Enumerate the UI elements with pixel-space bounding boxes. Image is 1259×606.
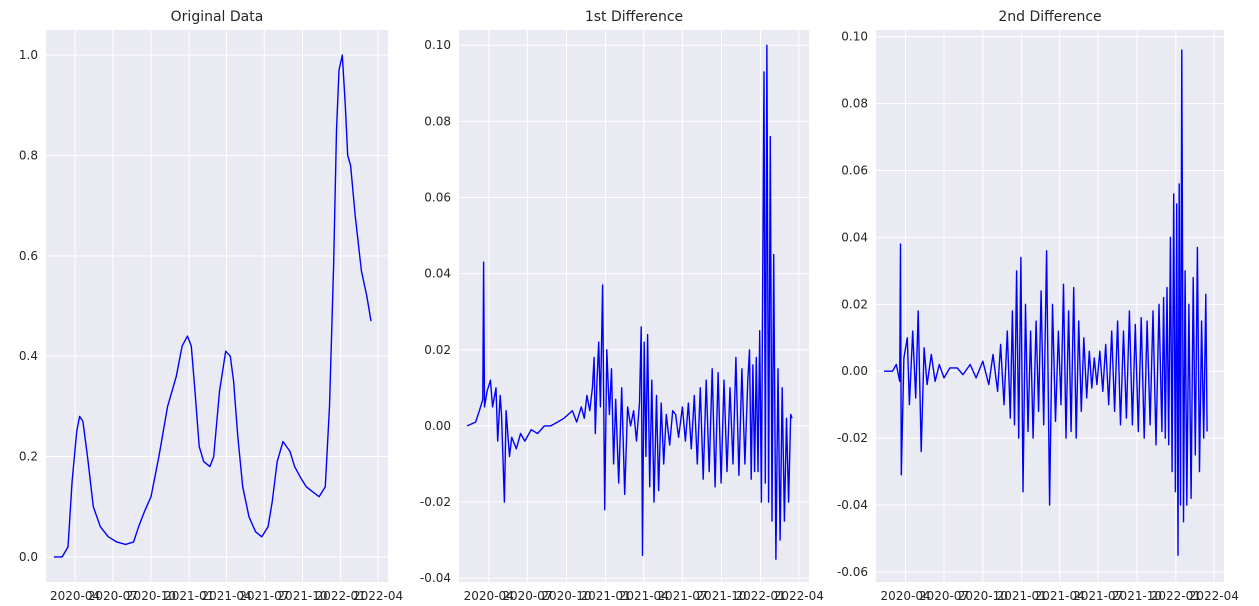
x-tick-label: 2020-04 xyxy=(464,589,514,603)
y-tick-label: 0.00 xyxy=(424,419,451,433)
y-tick-label: 0.08 xyxy=(424,114,451,128)
x-tick-label: 2021-04 xyxy=(619,589,669,603)
plot-area xyxy=(459,30,809,582)
x-tick-label: 2021-01 xyxy=(997,589,1047,603)
y-tick-label: 0.0 xyxy=(19,550,38,564)
x-tick-label: 2022-04 xyxy=(774,589,824,603)
y-tick-label: 0.10 xyxy=(841,30,868,44)
y-tick-label: -0.04 xyxy=(837,498,868,512)
y-tick-label: 0.8 xyxy=(19,148,38,162)
y-tick-label: 1.0 xyxy=(19,48,38,62)
x-tick-label: 2021-07 xyxy=(1073,589,1123,603)
series-line xyxy=(53,54,372,558)
x-tick-label: 2022-04 xyxy=(353,589,403,603)
y-tick-label: 0.02 xyxy=(841,297,868,311)
y-tick-label: 0.2 xyxy=(19,450,38,464)
y-tick-label: 0.00 xyxy=(841,364,868,378)
x-tick-label: 2020-07 xyxy=(88,589,138,603)
x-tick-label: 2022-01 xyxy=(736,589,786,603)
x-tick-label: 2021-07 xyxy=(239,589,289,603)
x-tick-label: 2020-10 xyxy=(126,589,176,603)
x-tick-label: 2021-10 xyxy=(1112,589,1162,603)
y-tick-label: 0.6 xyxy=(19,249,38,263)
x-tick-label: 2021-04 xyxy=(1035,589,1085,603)
x-tick-label: 2020-10 xyxy=(958,589,1008,603)
y-tick-label: 0.06 xyxy=(841,164,868,178)
x-tick-label: 2021-01 xyxy=(580,589,630,603)
x-tick-label: 2022-04 xyxy=(1189,589,1239,603)
y-tick-label: -0.02 xyxy=(837,431,868,445)
x-tick-label: 2020-04 xyxy=(880,589,930,603)
x-tick-label: 2021-01 xyxy=(164,589,214,603)
chart-title: 2nd Difference xyxy=(998,9,1101,25)
y-tick-label: 0.10 xyxy=(424,38,451,52)
y-tick-label: 0.04 xyxy=(841,230,868,244)
x-tick-label: 2022-01 xyxy=(316,589,366,603)
x-tick-label: 2021-07 xyxy=(657,589,707,603)
plot-area xyxy=(46,30,388,582)
y-tick-label: 0.08 xyxy=(841,97,868,111)
y-tick-label: 0.04 xyxy=(424,267,451,281)
y-tick-label: 0.02 xyxy=(424,343,451,357)
x-tick-label: 2021-10 xyxy=(696,589,746,603)
series-line xyxy=(466,44,793,560)
x-tick-label: 2020-04 xyxy=(50,589,100,603)
panel-2nd-difference: -0.06 -0.04 -0.02 0.00 0.02 0.04 0.06 0.08 0.10 2… xyxy=(837,9,1239,603)
x-tick-label: 2021-04 xyxy=(201,589,251,603)
panel-original-data: 0.00.20.40.60.81.02020-042020-072020-102… xyxy=(19,9,403,603)
y-tick-label: -0.02 xyxy=(420,495,451,509)
series-line xyxy=(884,49,1208,556)
y-tick-label: -0.04 xyxy=(420,571,451,585)
y-tick-label: 0.06 xyxy=(424,191,451,205)
panel-1st-difference: -0.04 -0.02 0.00 0.02 0.04 0.06 0.08 0.10 2020-0… xyxy=(420,9,824,603)
x-tick-label: 2020-10 xyxy=(541,589,591,603)
x-tick-label: 2020-07 xyxy=(502,589,552,603)
chart-title: Original Data xyxy=(171,9,264,25)
y-tick-label: -0.06 xyxy=(837,565,868,579)
y-tick-label: 0.4 xyxy=(19,349,38,363)
x-tick-label: 2020-07 xyxy=(919,589,969,603)
chart-title: 1st Difference xyxy=(585,9,683,25)
x-tick-label: 2021-10 xyxy=(277,589,327,603)
x-tick-label: 2022-01 xyxy=(1151,589,1201,603)
